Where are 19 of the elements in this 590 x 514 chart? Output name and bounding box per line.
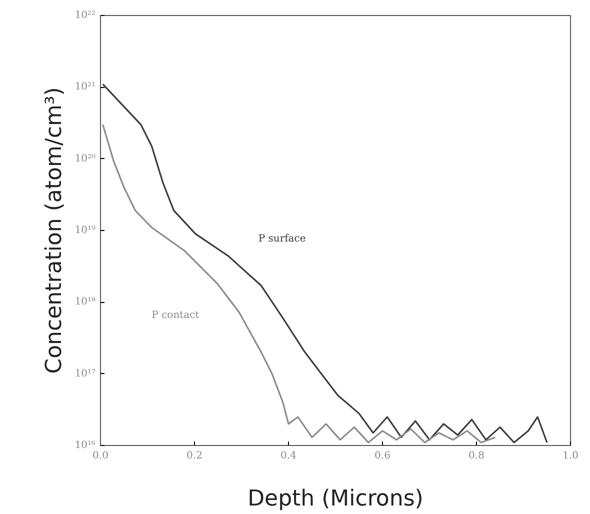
x-axis-title: Depth (Microns) [248, 486, 424, 512]
line-series [102, 124, 496, 444]
x-tick-label: 0.0 [92, 450, 108, 462]
y-tick-label: 10¹⁸ [74, 296, 96, 308]
y-tick-label: 10²¹ [74, 82, 96, 93]
y-tick-label: 10¹⁶ [74, 440, 96, 451]
line-series [102, 83, 548, 444]
y-tick-label: 10¹⁹ [74, 225, 96, 236]
x-tick-label: 0.2 [186, 450, 202, 462]
y-tick-label: 10¹⁷ [74, 368, 96, 380]
x-tick-label: 0.4 [280, 450, 296, 462]
text: P surface [258, 234, 306, 245]
y-axis-title: Concentration (atom/cm³) [42, 87, 67, 374]
x-tick-label: 0.6 [374, 450, 390, 462]
text: P contact [152, 310, 200, 321]
y-tick-label: 10²⁰ [74, 153, 96, 164]
x-tick-label: 0.8 [468, 450, 484, 462]
x-tick-label: 1.0 [562, 450, 578, 462]
y-tick-label: 10²² [74, 10, 96, 21]
